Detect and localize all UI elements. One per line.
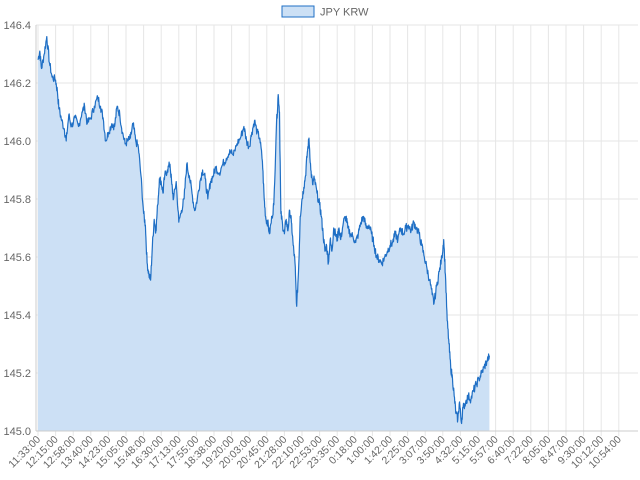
legend-swatch[interactable] <box>281 5 315 18</box>
axes: 145.0 145.2 145.4 145.6 145.8 146.0 146.2 146.4… <box>3 20 638 471</box>
y-tick-label: 145.6 <box>3 252 31 264</box>
series-line-jpy-krw <box>37 36 490 425</box>
plot-area <box>37 36 490 431</box>
y-tick-label: 146.4 <box>3 20 31 32</box>
series-area-fill <box>38 36 490 431</box>
y-tick-label: 145.8 <box>3 194 31 206</box>
y-tick-label: 145.0 <box>3 426 31 438</box>
legend: JPY KRW <box>281 5 369 19</box>
legend-label: JPY KRW <box>320 7 369 19</box>
y-tick-label: 145.2 <box>3 368 31 380</box>
y-tick-label: 146.2 <box>3 78 31 90</box>
y-tick-label: 145.4 <box>3 310 31 322</box>
y-tick-label: 146.0 <box>3 136 31 148</box>
